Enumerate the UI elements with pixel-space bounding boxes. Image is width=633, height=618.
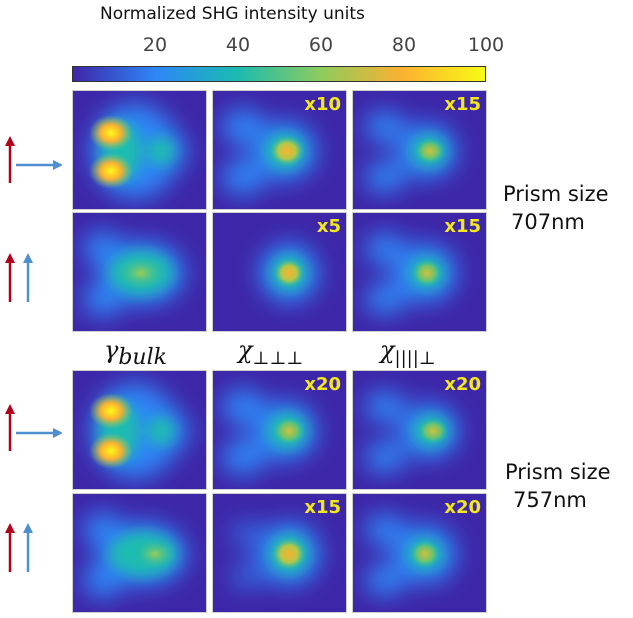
map-panel-707-perp-bulk — [72, 90, 207, 210]
map-panel-707-perp-chi-perp: x10 — [212, 90, 347, 210]
polarization-parallel-icon — [5, 523, 33, 572]
colorbar-tick-20: 20 — [142, 34, 168, 56]
multiplier-label: x15 — [444, 216, 481, 237]
map-panel-707-par-bulk — [72, 212, 207, 332]
colorbar-tick-60: 60 — [308, 34, 334, 56]
map-panel-757-par-chi-par: x20 — [352, 493, 487, 613]
prism-size-text: Prism size — [503, 182, 609, 206]
polarization-perpendicular-icon — [5, 136, 62, 183]
map-panel-757-perp-chi-perp: x20 — [212, 370, 347, 490]
column-header-gamma-bulk: γbulk — [104, 336, 167, 370]
multiplier-label: x15 — [444, 94, 481, 115]
prism-size-value: 707nm — [511, 210, 585, 234]
map-panel-707-par-chi-perp: x5 — [212, 212, 347, 332]
colorbar-gradient — [72, 66, 486, 82]
multiplier-label: x10 — [304, 94, 341, 115]
prism-size-label-757: Prism size 757nm — [505, 458, 611, 514]
multiplier-label: x15 — [304, 497, 341, 518]
column-header-chi-perp: χ⊥⊥⊥ — [238, 336, 303, 369]
map-panel-757-par-bulk — [72, 493, 207, 613]
prism-size-label-707: Prism size 707nm — [503, 180, 609, 236]
colorbar-tick-80: 80 — [391, 34, 417, 56]
colorbar-tick-100: 100 — [467, 34, 505, 56]
column-header-chi-par: χ||||⊥ — [380, 336, 436, 369]
prism-size-text: Prism size — [505, 460, 611, 484]
colorbar-tick-40: 40 — [225, 34, 251, 56]
polarization-perpendicular-icon — [5, 404, 62, 451]
map-panel-757-par-chi-perp: x15 — [212, 493, 347, 613]
gamma-symbol: γ — [104, 336, 119, 364]
chi-perp-subscript: ⊥⊥⊥ — [252, 347, 304, 369]
chi-par-subscript: ||||⊥ — [394, 347, 436, 369]
multiplier-label: x5 — [316, 216, 341, 237]
multiplier-label: x20 — [304, 374, 341, 395]
multiplier-label: x20 — [444, 497, 481, 518]
map-panel-707-par-chi-par: x15 — [352, 212, 487, 332]
multiplier-label: x20 — [444, 374, 481, 395]
polarization-parallel-icon — [5, 253, 33, 302]
gamma-subscript: bulk — [118, 344, 167, 370]
map-panel-707-perp-chi-par: x15 — [352, 90, 487, 210]
prism-size-value: 757nm — [513, 488, 587, 512]
colorbar-title: Normalized SHG intensity units — [100, 4, 365, 24]
chi-symbol: χ — [238, 336, 253, 364]
map-panel-757-perp-bulk — [72, 370, 207, 490]
map-panel-757-perp-chi-par: x20 — [352, 370, 487, 490]
chi-symbol: χ — [380, 336, 395, 364]
